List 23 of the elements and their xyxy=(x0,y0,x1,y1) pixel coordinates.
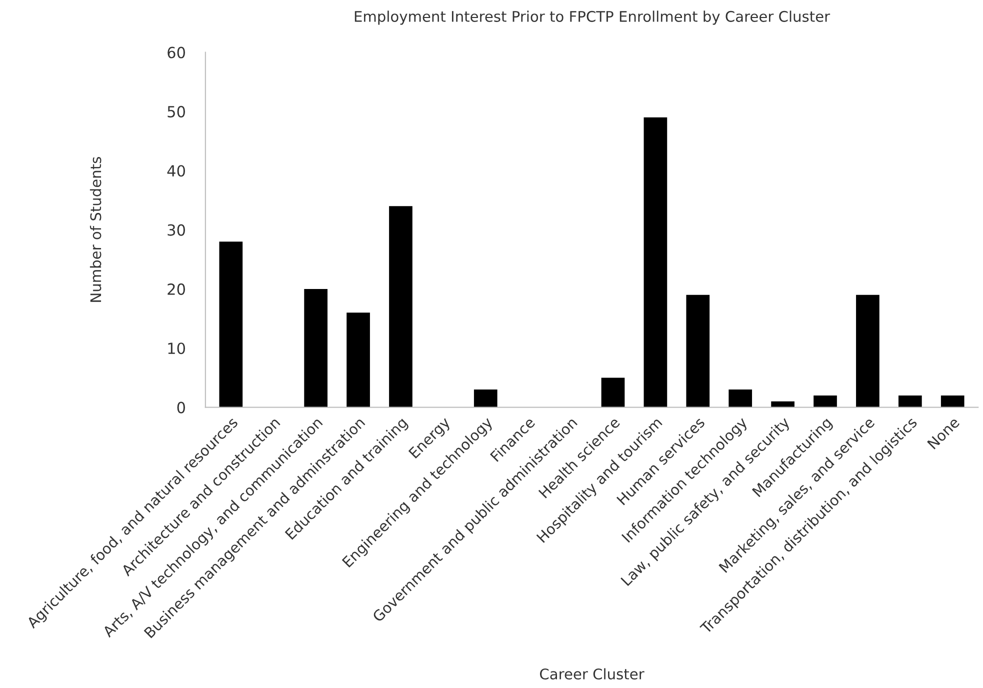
bar xyxy=(474,390,498,408)
y-tick-label: 60 xyxy=(168,46,185,58)
bar xyxy=(814,395,837,408)
chart-title: Employment Interest Prior to FPCTP Enrollment by Career Cluster xyxy=(354,10,830,25)
bar xyxy=(728,390,752,408)
bar xyxy=(856,294,880,408)
bar xyxy=(898,395,922,408)
bar xyxy=(346,312,370,408)
y-tick-label: 0 xyxy=(177,402,185,414)
x-axis-title: Career Cluster xyxy=(540,668,644,680)
y-tick-label: 30 xyxy=(168,224,185,236)
bar xyxy=(601,378,625,408)
bar xyxy=(389,206,412,408)
bar xyxy=(644,117,668,408)
bar xyxy=(304,288,328,408)
y-tick-label: 10 xyxy=(168,342,185,354)
y-axis-title: Number of Students xyxy=(90,157,102,302)
y-tick-label: 40 xyxy=(167,165,185,177)
y-tick-label: 50 xyxy=(168,106,185,118)
y-tick-label: 20 xyxy=(168,283,185,295)
bar xyxy=(219,242,243,408)
bar xyxy=(940,395,964,408)
bar xyxy=(686,294,710,408)
